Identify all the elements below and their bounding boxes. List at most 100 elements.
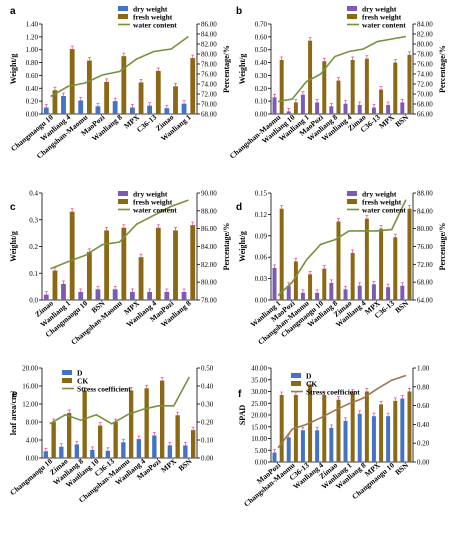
legend-label: water content	[362, 206, 406, 215]
legend-label: water content	[133, 21, 177, 30]
bar-dry-weight	[343, 103, 348, 114]
legend-label: water content	[133, 206, 177, 215]
bar-dry-weight	[129, 291, 135, 300]
left-tick-label: 0.2	[29, 243, 38, 251]
legend-label: water content	[362, 21, 406, 30]
bar-fresh-weight	[393, 237, 398, 300]
y-left-label: leaf area/cm²	[9, 390, 18, 435]
bar-d	[74, 444, 80, 458]
y-left-label: Weight/g	[9, 54, 18, 85]
bar-fresh-weight	[173, 86, 178, 114]
right-tick-label: 70.00	[417, 91, 433, 99]
right-tick-label: 0.40	[417, 421, 430, 429]
bar-fresh-weight	[190, 225, 196, 300]
bar-dry-weight	[147, 105, 153, 114]
bar-dry-weight	[386, 105, 391, 114]
line-water-content	[277, 199, 407, 297]
bar-dry-weight	[164, 291, 170, 300]
bar-dry-weight	[329, 106, 334, 114]
bar-dry-weight	[181, 291, 187, 300]
bar-fresh-weight	[393, 62, 398, 114]
right-tick-label: 0.80	[417, 383, 430, 391]
right-tick-label: 82.00	[201, 261, 217, 269]
left-tick-label: 0.00	[26, 111, 39, 119]
bar-dry-weight	[181, 103, 187, 114]
left-tick-label: 8.00	[26, 419, 39, 427]
bar-fresh-weight	[86, 251, 92, 300]
left-tick-label: 1.40	[26, 21, 39, 29]
category-label: BSN	[393, 298, 410, 315]
bar-ck	[350, 392, 355, 462]
bar-dry-weight	[315, 292, 320, 300]
left-tick-label: 25.00	[251, 400, 267, 408]
right-tick-label: 76.00	[201, 71, 217, 79]
left-tick-label: 0.4	[29, 190, 38, 198]
right-tick-label: 84.00	[417, 207, 433, 215]
bar-ck	[190, 430, 196, 458]
bar-fresh-weight	[69, 49, 75, 115]
bar-ck	[144, 388, 149, 458]
bar-dry-weight	[272, 97, 277, 114]
panel-letter: d	[236, 202, 242, 213]
bar-d	[400, 398, 405, 462]
bar-d	[386, 416, 391, 462]
chart-panel-a: 0.00 0.20 0.40 0.60 0.80 1.00 1.20 1.40 68.00 70.…	[9, 5, 231, 161]
legend-swatch	[347, 14, 357, 19]
left-tick-label: 0.00	[255, 111, 268, 119]
bar-ck	[175, 415, 180, 458]
y-left-label: Weight/g	[9, 231, 18, 262]
panel-letter: c	[10, 202, 16, 213]
bar-fresh-weight	[407, 54, 412, 114]
left-tick-label: 0.40	[26, 85, 39, 93]
chart-panel-f: 0.00 5.00 10.00 15.00 20.00 25.00 30.00 35.00 40…	[238, 365, 430, 509]
line-water-content	[50, 35, 189, 98]
category-label: C36-13	[135, 112, 159, 134]
right-tick-label: 64.00	[417, 297, 433, 305]
bar-dry-weight	[343, 289, 348, 300]
right-tick-label: 78.00	[417, 51, 433, 59]
right-tick-label: 68.00	[417, 101, 433, 109]
left-tick-label: 0.60	[255, 33, 268, 41]
right-tick-label: 0.50	[201, 365, 214, 373]
left-tick-label: 5.00	[255, 447, 268, 455]
panel-letter: f	[238, 389, 242, 400]
bar-dry-weight	[400, 102, 405, 114]
bar-fresh-weight	[308, 274, 313, 300]
bar-dry-weight	[371, 284, 376, 300]
line-water-content	[277, 35, 407, 103]
right-tick-label: 88.00	[417, 190, 433, 198]
left-tick-label: 0.09	[255, 232, 268, 240]
bar-d	[121, 442, 126, 458]
bar-dry-weight	[357, 105, 362, 114]
right-tick-label: 78.00	[201, 297, 217, 305]
right-tick-label: 0.10	[201, 437, 214, 445]
right-tick-label: 82.00	[201, 41, 217, 49]
left-tick-label: 16.00	[22, 383, 38, 391]
right-tick-label: 1.00	[417, 365, 430, 373]
bar-dry-weight	[61, 283, 66, 300]
bar-dry-weight	[112, 101, 118, 114]
bar-fresh-weight	[279, 208, 284, 300]
left-tick-label: 0.20	[26, 98, 39, 106]
bar-ck	[393, 400, 398, 462]
legend-label: CK	[306, 380, 317, 389]
right-tick-label: 80.00	[417, 41, 433, 49]
category-label: BSN	[393, 460, 410, 477]
bar-fresh-weight	[293, 261, 298, 300]
bar-d	[90, 449, 95, 458]
bar-fresh-weight	[173, 230, 178, 300]
legend-label: dry weight	[362, 5, 397, 14]
bar-ck	[128, 390, 134, 458]
legend-label: fresh weight	[133, 13, 173, 22]
left-tick-label: 0.06	[255, 254, 268, 262]
legend-swatch	[291, 373, 301, 378]
bar-ck	[97, 425, 103, 458]
bar-fresh-weight	[364, 218, 369, 300]
panel-letter: b	[236, 6, 242, 17]
left-tick-label: 10.00	[251, 435, 267, 443]
right-tick-label: 84.00	[201, 243, 217, 251]
bar-fresh-weight	[155, 70, 161, 114]
bar-fresh-weight	[138, 257, 144, 300]
left-tick-label: 0.1	[29, 270, 38, 278]
left-tick-label: 0.00	[26, 455, 39, 463]
